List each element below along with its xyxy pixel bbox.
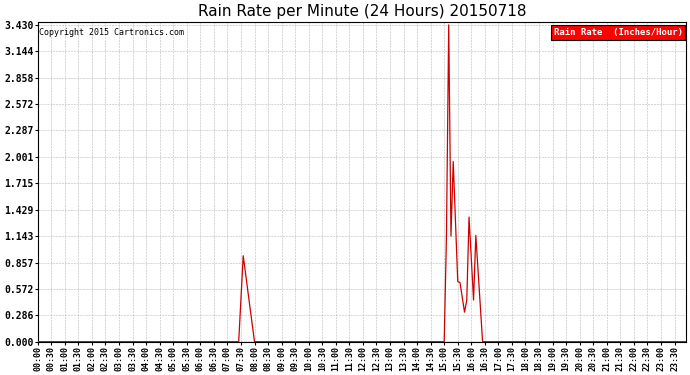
Text: Copyright 2015 Cartronics.com: Copyright 2015 Cartronics.com — [39, 28, 184, 37]
Text: Rain Rate  (Inches/Hour): Rain Rate (Inches/Hour) — [553, 28, 682, 37]
Title: Rain Rate per Minute (24 Hours) 20150718: Rain Rate per Minute (24 Hours) 20150718 — [197, 4, 526, 19]
